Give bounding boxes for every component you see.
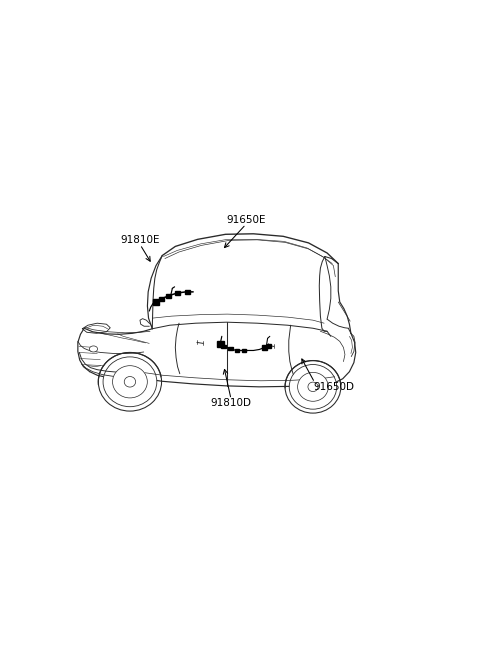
Ellipse shape [103,357,157,407]
Ellipse shape [89,346,97,352]
Ellipse shape [98,352,162,411]
Bar [166,295,171,298]
Bar [153,299,159,305]
Ellipse shape [112,365,147,398]
Bar [228,346,233,350]
Bar [175,291,180,295]
Bar [185,290,190,294]
Text: 91810D: 91810D [211,398,252,408]
Text: 91810E: 91810E [120,236,160,245]
Ellipse shape [298,373,328,401]
Bar [159,297,164,302]
Bar [217,341,224,348]
Ellipse shape [308,382,318,392]
Ellipse shape [285,361,341,413]
Bar [267,344,271,348]
Text: 91650D: 91650D [313,382,354,392]
Ellipse shape [289,365,336,409]
Ellipse shape [124,377,136,387]
Bar [262,345,267,350]
Bar [241,349,246,352]
Bar [221,344,226,348]
Bar [235,349,240,352]
Text: 91650E: 91650E [226,215,266,225]
